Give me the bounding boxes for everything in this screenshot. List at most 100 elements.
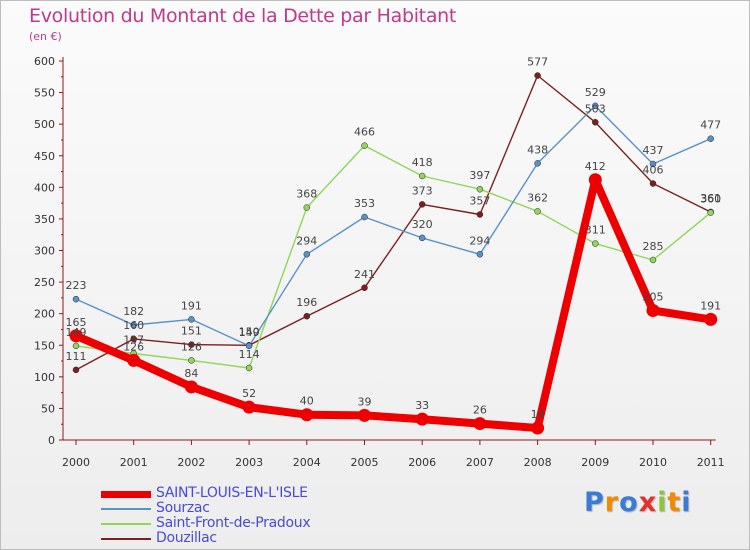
data-point: [649, 160, 657, 168]
data-point: [361, 213, 368, 221]
data-label: 149: [66, 326, 87, 339]
series-line-1: [75, 105, 712, 347]
data-point: [649, 180, 657, 187]
data-point: [127, 353, 141, 367]
data-point: [704, 312, 718, 326]
data-point: [534, 208, 541, 215]
data-label: 165: [66, 316, 87, 329]
y-tick-label: 400: [34, 181, 55, 194]
data-label: 361: [700, 192, 721, 205]
data-point: [707, 209, 714, 216]
data-label: 26: [473, 404, 487, 417]
data-point: [130, 335, 137, 343]
data-label: 412: [585, 160, 606, 173]
data-label: 466: [354, 126, 375, 139]
logo-letter: x: [638, 487, 658, 518]
data-label: 285: [643, 240, 664, 253]
data-point: [72, 295, 80, 303]
proxiti-logo: Proxiti: [584, 487, 692, 518]
y-tick-label: 100: [34, 371, 55, 384]
x-tick-label: 2006: [408, 456, 436, 469]
data-point: [476, 185, 484, 193]
data-point: [418, 201, 426, 208]
data-point: [303, 204, 311, 211]
data-point: [303, 251, 311, 258]
x-tick-label: 2005: [351, 456, 379, 469]
data-label: 368: [296, 188, 317, 201]
data-point: [476, 211, 484, 218]
legend-label: Douzillac: [156, 530, 217, 546]
data-label: 182: [123, 305, 144, 318]
y-tick-label: 300: [34, 245, 55, 258]
legend-swatch: [101, 538, 151, 540]
data-label: 353: [354, 197, 375, 210]
chart-subtitle: (en €): [29, 30, 62, 43]
data-label: 477: [700, 119, 721, 132]
data-label: 126: [181, 340, 202, 353]
data-point: [415, 412, 429, 426]
data-label: 19: [531, 408, 545, 421]
data-point: [531, 421, 545, 435]
logo-letter: r: [604, 487, 620, 518]
y-tick-label: 500: [34, 118, 55, 131]
x-tick-label: 2000: [62, 456, 90, 469]
data-label: 196: [296, 296, 317, 309]
legend-swatch: [101, 508, 151, 510]
y-tick-label: 350: [34, 213, 55, 226]
y-tick-label: 250: [34, 276, 55, 289]
logo-letter: P: [584, 487, 605, 518]
data-point: [534, 160, 541, 167]
data-point: [184, 380, 198, 394]
legend-label: SAINT-LOUIS-EN-L'ISLE: [156, 485, 308, 501]
data-point: [358, 408, 371, 422]
data-label: 191: [700, 299, 721, 312]
data-label: 126: [123, 340, 144, 353]
data-point: [188, 341, 195, 348]
y-tick-label: 200: [34, 308, 55, 321]
data-label: 357: [469, 194, 490, 207]
data-point: [592, 240, 599, 247]
data-label: 39: [358, 395, 372, 408]
data-label: 84: [184, 367, 198, 380]
data-label: 160: [123, 319, 144, 332]
data-label: 191: [181, 299, 202, 312]
data-point: [707, 135, 714, 142]
x-tick-label: 2009: [581, 456, 609, 469]
data-label: 360: [700, 193, 721, 206]
data-label: 114: [239, 348, 260, 361]
data-label: 151: [181, 325, 202, 338]
data-label: 503: [585, 102, 606, 115]
data-label: 149: [239, 326, 260, 339]
x-tick-label: 2004: [293, 456, 321, 469]
data-point: [242, 400, 256, 414]
legend-swatch: [101, 490, 151, 498]
data-point: [476, 251, 484, 258]
y-tick-label: 450: [34, 150, 55, 163]
x-tick-label: 2001: [120, 456, 148, 469]
series-line-0: [72, 175, 715, 432]
logo-letter: i: [657, 487, 668, 518]
data-point: [72, 366, 80, 374]
y-tick-label: 0: [48, 434, 55, 447]
data-point: [592, 102, 599, 110]
data-label: 437: [643, 144, 664, 157]
data-label: 40: [300, 395, 314, 408]
data-point: [130, 321, 137, 329]
data-point: [646, 304, 660, 318]
data-label: 223: [66, 279, 87, 292]
data-label: 418: [412, 156, 433, 169]
data-label: 397: [469, 169, 490, 182]
data-point: [649, 256, 657, 264]
x-tick-label: 2007: [466, 456, 494, 469]
x-tick-label: 2010: [639, 456, 667, 469]
data-point: [188, 316, 195, 323]
y-tick-label: 150: [34, 339, 55, 352]
y-tick-label: 550: [34, 87, 55, 100]
data-point: [72, 342, 80, 350]
data-label: 150: [239, 325, 260, 338]
data-label: 294: [296, 234, 317, 247]
data-point: [588, 173, 602, 187]
legend-label: Saint-Front-de-Pradoux: [156, 515, 311, 531]
